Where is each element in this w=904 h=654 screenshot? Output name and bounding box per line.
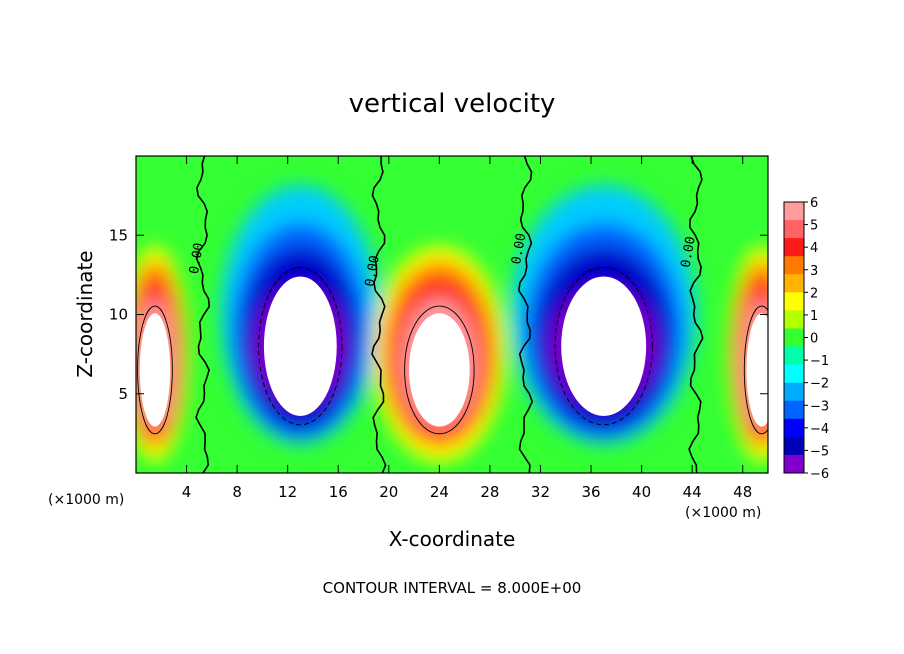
saturated-core-2: [409, 313, 470, 427]
contour-lines: [137, 156, 768, 473]
x-tick-label: 24: [430, 483, 449, 501]
colorbar-label: 0: [810, 332, 818, 347]
contour-2: [404, 305, 475, 435]
x-tick-label: 32: [531, 483, 550, 501]
colorbar-swatch: [784, 418, 804, 438]
y-axis-ticks: 5 10 15: [109, 226, 768, 403]
contour-labels: 0.00 0.00 0.00 0.00: [187, 232, 699, 288]
y-tick-label: 10: [109, 306, 128, 324]
colorbar-swatch: [784, 220, 804, 239]
colorbar-label: 1: [810, 309, 818, 324]
y-tick-label: 5: [118, 385, 128, 403]
colorbar-label: 4: [810, 241, 818, 256]
zero-contour-1: [371, 156, 387, 473]
contour-3: [554, 267, 653, 426]
zero-contour-0: [195, 156, 211, 473]
saturated-core-1: [263, 276, 337, 416]
zero-contour-3: [688, 156, 704, 473]
heatmap-field: [136, 156, 768, 473]
saturated-core-3: [561, 276, 647, 416]
x-tick-label: 40: [632, 483, 651, 501]
colorbar-swatch: [784, 364, 804, 384]
contour-label-3: 0.00: [679, 235, 699, 268]
x-tick-label: 12: [278, 483, 297, 501]
colorbar-swatch: [784, 400, 804, 420]
y-axis-label: Z-coordinate: [73, 250, 97, 377]
x-tick-label: 36: [581, 483, 600, 501]
chart-title: vertical velocity: [349, 89, 556, 119]
colorbar-swatch: [784, 328, 804, 348]
x-tick-label: 16: [329, 483, 348, 501]
colorbar-swatch: [784, 310, 804, 329]
x-axis-ticks: 4 8 12 16 20 24 28 32 36 40 44 48: [182, 156, 752, 501]
colorbar: 6 5 4 3 2 1 0 −1 −2 −3 −4 −5 −6: [783, 196, 829, 482]
contour-0: [137, 305, 173, 435]
colorbar-label: 3: [810, 264, 818, 279]
x-units-left: (×1000 m): [48, 492, 124, 508]
colorbar-label: −6: [810, 467, 829, 482]
x-tick-label: 20: [379, 483, 398, 501]
colorbar-label: −5: [810, 444, 829, 459]
zero-contour-2: [518, 156, 534, 473]
colorbar-label: −4: [810, 422, 829, 437]
saturated-core-4: [746, 313, 768, 427]
colorbar-swatch: [784, 202, 804, 221]
x-tick-label: 44: [683, 483, 702, 501]
colorbar-label: 5: [810, 219, 818, 234]
colorbar-label: 2: [810, 286, 818, 301]
colorbar-swatch: [784, 436, 804, 456]
colorbar-label: 6: [810, 196, 818, 211]
contour-interval-note: CONTOUR INTERVAL = 8.000E+00: [323, 579, 582, 597]
contour-4: [743, 305, 768, 435]
colorbar-swatch: [784, 238, 804, 257]
x-tick-label: 48: [733, 483, 752, 501]
colorbar-swatch: [784, 256, 804, 275]
x-tick-label: 28: [480, 483, 499, 501]
contour-label-0: 0.00: [187, 242, 207, 275]
colorbar-swatch: [784, 346, 804, 366]
x-tick-label: 8: [232, 483, 242, 501]
colorbar-swatch: [784, 454, 804, 474]
colorbar-swatch: [784, 274, 804, 293]
colorbar-swatch: [784, 382, 804, 402]
colorbar-label: −1: [810, 354, 829, 369]
colorbar-label: −2: [810, 377, 829, 392]
contour-label-2: 0.00: [509, 232, 529, 265]
y-tick-label: 15: [109, 226, 128, 244]
x-units-right: (×1000 m): [685, 505, 761, 521]
x-tick-label: 4: [182, 483, 192, 501]
colorbar-swatch: [784, 292, 804, 311]
colorbar-label: −3: [810, 399, 829, 414]
contour-1: [258, 267, 343, 426]
x-axis-label: X-coordinate: [389, 527, 516, 551]
saturated-core-0: [139, 313, 171, 427]
contour-label-1: 0.00: [363, 254, 383, 287]
